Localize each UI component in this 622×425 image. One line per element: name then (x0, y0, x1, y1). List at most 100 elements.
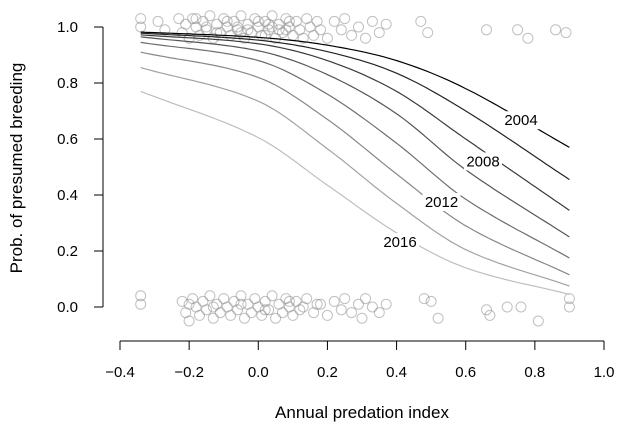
fitted-curve-2016 (140, 90, 570, 295)
data-point-not-breeding (515, 301, 527, 313)
data-point-presumed-breeding (328, 15, 340, 27)
data-point-not-breeding (239, 312, 250, 324)
y-tick-label: 0.6 (57, 131, 78, 148)
data-point-not-breeding (360, 293, 371, 305)
fitted-curve-6 (140, 51, 570, 276)
data-point-presumed-breeding (512, 24, 524, 36)
data-point-not-breeding (315, 298, 326, 310)
data-point-presumed-breeding (422, 27, 434, 39)
curve-label-2016: 2016 (383, 234, 416, 251)
data-point-presumed-breeding (373, 27, 385, 39)
x-axis: −0.4 −0.2 0.0 0.2 0.4 0.6 0.8 1.0 (105, 340, 614, 381)
data-point-presumed-breeding (335, 24, 347, 36)
data-point-presumed-breeding (263, 18, 275, 30)
data-point-not-breeding (328, 295, 340, 307)
data-point-presumed-breeding (221, 15, 233, 27)
data-point-not-breeding (373, 307, 385, 319)
curve-label-2004: 2004 (504, 112, 537, 129)
curve-label-2012: 2012 (425, 194, 458, 211)
data-point-not-breeding (135, 290, 147, 302)
data-point-not-breeding (207, 312, 219, 324)
curve-label-2008: 2008 (466, 153, 499, 170)
data-point-presumed-breeding (273, 24, 285, 36)
curve-label-background-2016 (381, 233, 420, 252)
x-axis-title: Annual predation index (275, 403, 449, 422)
x-tick-label: 0.6 (455, 364, 476, 381)
data-point-not-breeding (563, 293, 575, 305)
data-point-not-breeding (245, 307, 257, 319)
data-point-presumed-breeding (321, 32, 333, 44)
data-point-not-breeding (256, 309, 268, 321)
data-point-presumed-breeding (366, 15, 378, 27)
x-tick-label: 0.4 (386, 364, 407, 381)
fitted-curves-layer (140, 31, 570, 295)
curve-label-background-2012 (422, 193, 461, 211)
data-point-not-breeding (346, 307, 358, 319)
data-point-presumed-breeding (242, 24, 254, 36)
data-point-not-breeding (335, 304, 347, 316)
data-point-presumed-breeding (522, 32, 534, 44)
data-point-presumed-breeding (190, 13, 202, 25)
data-point-not-breeding (194, 309, 205, 321)
data-point-not-breeding (481, 304, 492, 316)
data-point-not-breeding (259, 304, 271, 316)
data-point-presumed-breeding (200, 21, 212, 33)
data-point-not-breeding (283, 295, 295, 307)
data-point-presumed-breeding (550, 24, 562, 36)
data-point-presumed-breeding (339, 13, 351, 25)
x-tick-label: 0.2 (317, 364, 338, 381)
data-point-not-breeding (311, 298, 323, 310)
data-point-presumed-breeding (235, 27, 247, 39)
data-point-not-breeding (353, 298, 364, 310)
data-point-presumed-breeding (207, 32, 219, 44)
data-point-presumed-breeding (235, 10, 247, 22)
data-point-presumed-breeding (232, 21, 243, 33)
data-point-presumed-breeding (297, 32, 309, 44)
data-point-presumed-breeding (481, 24, 492, 36)
data-point-not-breeding (214, 307, 226, 319)
data-point-presumed-breeding (266, 21, 278, 33)
data-point-not-breeding (225, 309, 237, 321)
data-point-not-breeding (287, 309, 299, 321)
data-point-presumed-breeding (204, 10, 216, 22)
y-tick-label: 0.2 (57, 243, 78, 260)
data-point-not-breeding (183, 298, 195, 310)
data-point-presumed-breeding (380, 18, 392, 30)
data-point-not-breeding (207, 301, 219, 313)
data-point-not-breeding (501, 301, 513, 313)
data-point-presumed-breeding (263, 24, 275, 36)
data-point-not-breeding (366, 301, 378, 313)
data-point-not-breeding (418, 293, 430, 305)
data-point-presumed-breeding (315, 24, 326, 36)
y-axis-title: Prob. of presumed breeding (7, 63, 26, 274)
data-point-not-breeding (232, 304, 243, 316)
x-tick-label: 0.8 (524, 364, 545, 381)
x-tick-label: −0.4 (105, 364, 135, 381)
data-point-presumed-breeding (560, 27, 572, 39)
data-point-presumed-breeding (173, 13, 185, 25)
curve-label-background-2008 (464, 152, 502, 171)
data-point-presumed-breeding (346, 29, 358, 41)
x-tick-label: −0.2 (174, 364, 204, 381)
data-point-not-breeding (135, 298, 147, 310)
data-point-not-breeding (270, 312, 282, 324)
data-point-presumed-breeding (308, 29, 320, 41)
data-point-not-breeding (277, 307, 288, 319)
data-point-not-breeding (266, 290, 278, 302)
data-point-presumed-breeding (287, 29, 299, 41)
fitted-curve-2004 (140, 31, 570, 148)
data-point-not-breeding (235, 290, 247, 302)
y-tick-label: 0.8 (57, 75, 78, 92)
fitted-curve-7 (140, 67, 570, 287)
y-tick-label: 1.0 (57, 19, 78, 36)
data-point-not-breeding (425, 295, 437, 307)
data-point-presumed-breeding (415, 15, 427, 27)
data-point-not-breeding (204, 290, 216, 302)
data-point-not-breeding (484, 309, 496, 321)
data-point-not-breeding (297, 301, 309, 313)
data-points-layer (135, 10, 575, 327)
data-point-not-breeding (321, 309, 333, 321)
data-point-presumed-breeding (252, 15, 264, 27)
data-point-not-breeding (294, 304, 306, 316)
